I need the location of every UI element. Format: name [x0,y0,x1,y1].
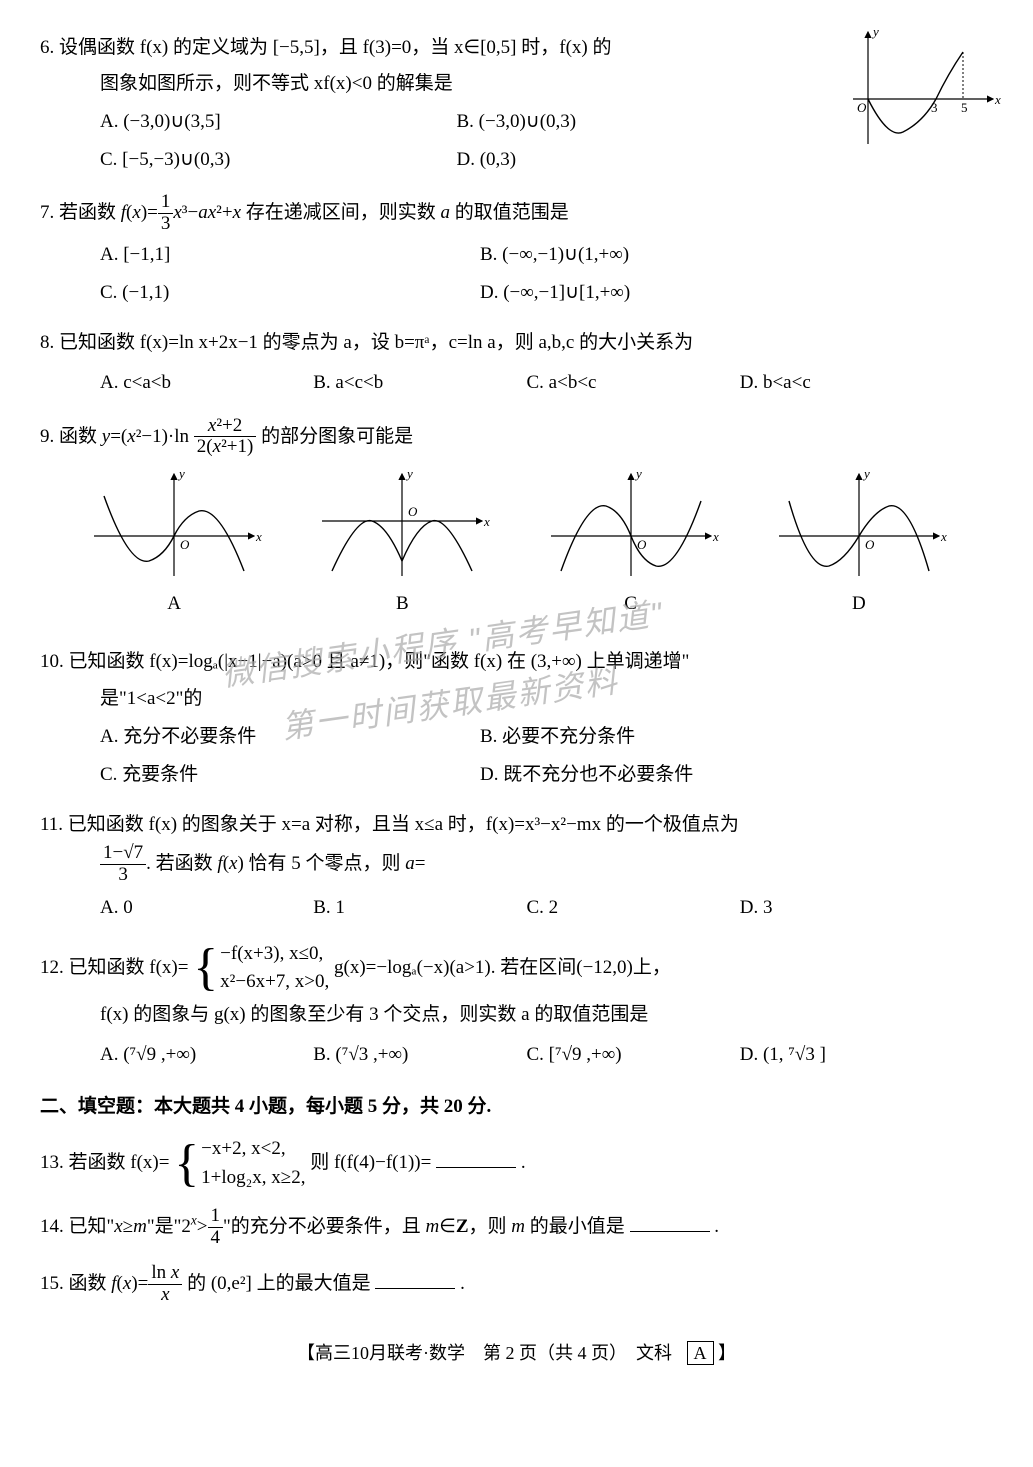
q9-graph-b: O x y [312,466,492,586]
q15-end: . [460,1273,465,1294]
footer-box: A [687,1341,714,1365]
q13-end: . [521,1152,526,1173]
q14-blank[interactable] [630,1211,710,1232]
q12-text-c: f(x) 的图象与 g(x) 的图象至少有 3 个交点，则实数 a 的取值范围是 [40,997,993,1033]
q15-text: 15. 函数 f(x)=ln xx 的 (0,e²] 上的最大值是 [40,1273,375,1294]
q15-blank[interactable] [375,1268,455,1289]
q7-opt-c: C. (−1,1) [100,275,480,311]
q12-line1: 12. 已知函数 f(x)= { −f(x+3), x≤0, x²−6x+7, … [40,940,993,997]
q6-opt-d: D. (0,3) [457,142,814,178]
question-7: 7. 若函数 f(x)=13x³−ax²+x 存在递减区间，则实数 a 的取值范… [40,192,993,311]
svg-text:y: y [177,466,185,481]
svg-text:O: O [865,537,875,552]
q13-text-b: 则 f(f(4)−f(1))= [310,1152,436,1173]
q10-text-b: 是"1<a<2"的 [40,681,993,717]
q9-graphs: O x y A O x y B [40,458,993,630]
q12-text-a: 12. 已知函数 f(x)= [40,957,188,978]
q12-text-b: g(x)=−logₐ(−x)(a>1). 若在区间(−12,0)上， [334,957,671,978]
svg-text:y: y [862,466,870,481]
q10-opt-c: C. 充要条件 [100,757,480,793]
svg-text:x: x [255,529,262,544]
footer-text: 【高三10月联考·数学 第 2 页（共 4 页） 文科 [297,1343,672,1363]
q8-opt-b: B. a<c<b [313,365,526,401]
q11-text-b: 1−√73. 若函数 f(x) 恰有 5 个零点，则 a= [40,843,993,886]
q12-case2: x²−6x+7, x>0, [220,968,329,997]
q8-opt-d: D. b<a<c [740,365,953,401]
page-footer: 【高三10月联考·数学 第 2 页（共 4 页） 文科 A 】 [40,1336,993,1370]
q7-opt-b: B. (−∞,−1)∪(1,+∞) [480,237,860,273]
q9-label-b: B [312,586,492,622]
q6-graph: x y O 3 5 [843,24,1003,167]
svg-text:5: 5 [961,100,968,115]
q7-text: 7. 若函数 f(x)=13x³−ax²+x 存在递减区间，则实数 a 的取值范… [40,192,993,235]
q14-end: . [714,1216,719,1237]
svg-text:x: x [483,514,490,529]
q12-opt-a: A. (⁷√9 ,+∞) [100,1037,313,1073]
svg-text:x: x [994,92,1001,107]
q9-graph-c: O x y [541,466,721,586]
q8-opt-a: A. c<a<b [100,365,313,401]
question-8: 8. 已知函数 f(x)=ln x+2x−1 的零点为 a，设 b=πᵃ，c=l… [40,325,993,401]
svg-text:y: y [871,24,879,39]
question-14: 14. 已知"x≥m"是"2x>14"的充分不必要条件，且 m∈Z，则 m 的最… [40,1206,993,1249]
q11-opt-a: A. 0 [100,890,313,926]
q10-opt-d: D. 既不充分也不必要条件 [480,757,860,793]
q10-opt-b: B. 必要不充分条件 [480,719,860,755]
svg-text:y: y [405,466,413,481]
q13-text-a: 13. 若函数 f(x)= [40,1152,169,1173]
svg-text:O: O [408,504,418,519]
q9-label-d: D [769,586,949,622]
svg-text:y: y [634,466,642,481]
svg-text:O: O [180,537,190,552]
q13-case1: −x+2, x<2, [201,1135,305,1164]
q7-opt-d: D. (−∞,−1]∪[1,+∞) [480,275,860,311]
q11-opt-c: C. 2 [527,890,740,926]
question-13: 13. 若函数 f(x)= { −x+2, x<2, 1+log₂x, x≥2,… [40,1135,993,1192]
q8-text: 8. 已知函数 f(x)=ln x+2x−1 的零点为 a，设 b=πᵃ，c=l… [40,325,993,361]
q10-opt-a: A. 充分不必要条件 [100,719,480,755]
q8-opt-c: C. a<b<c [527,365,740,401]
question-15: 15. 函数 f(x)=ln xx 的 (0,e²] 上的最大值是 . [40,1263,993,1306]
q6-opt-a: A. (−3,0)∪(3,5] [100,104,457,140]
question-11: 11. 已知函数 f(x) 的图象关于 x=a 对称，且当 x≤a 时，f(x)… [40,807,993,926]
q9-graph-a: O x y [84,466,264,586]
question-12: 12. 已知函数 f(x)= { −f(x+3), x≤0, x²−6x+7, … [40,940,993,1073]
question-9: 9. 函数 y=(x²−1)·ln x²+22(x²+1) 的部分图象可能是 O… [40,416,993,631]
svg-text:x: x [940,529,947,544]
q12-opt-d: D. (1, ⁷√3 ] [740,1037,953,1073]
q11-opt-d: D. 3 [740,890,953,926]
footer-after: 】 [718,1343,736,1363]
q12-opt-b: B. (⁷√3 ,+∞) [313,1037,526,1073]
q6-opt-c: C. [−5,−3)∪(0,3) [100,142,457,178]
q12-opt-c: C. [⁷√9 ,+∞) [527,1037,740,1073]
q13-blank[interactable] [436,1147,516,1168]
svg-text:x: x [712,529,719,544]
q14-text: 14. 已知"x≥m"是"2x>14"的充分不必要条件，且 m∈Z，则 m 的最… [40,1216,630,1237]
q10-text-a: 10. 已知函数 f(x)=logₐ(|x−1|−a)(a>0 且 a≠1)，则… [40,644,993,680]
q9-text: 9. 函数 y=(x²−1)·ln x²+22(x²+1) 的部分图象可能是 [40,416,993,459]
svg-text:O: O [857,100,867,115]
q11-text-a: 11. 已知函数 f(x) 的图象关于 x=a 对称，且当 x≤a 时，f(x)… [40,807,993,843]
q9-graph-d: O x y [769,466,949,586]
q12-case1: −f(x+3), x≤0, [220,940,329,969]
q7-opt-a: A. [−1,1] [100,237,480,273]
q6-opt-b: B. (−3,0)∪(0,3) [457,104,814,140]
q9-label-c: C [541,586,721,622]
q13-case2: 1+log₂x, x≥2, [201,1164,305,1193]
question-10: 微信搜索小程序 "高考早知道" 第一时间获取最新资料 10. 已知函数 f(x)… [40,644,993,792]
section-2-title: 二、填空题：本大题共 4 小题，每小题 5 分，共 20 分. [40,1089,993,1125]
q9-label-a: A [84,586,264,622]
q11-opt-b: B. 1 [313,890,526,926]
question-6: x y O 3 5 6. 设偶函数 f(x) 的定义域为 [−5,5]，且 f(… [40,30,993,178]
